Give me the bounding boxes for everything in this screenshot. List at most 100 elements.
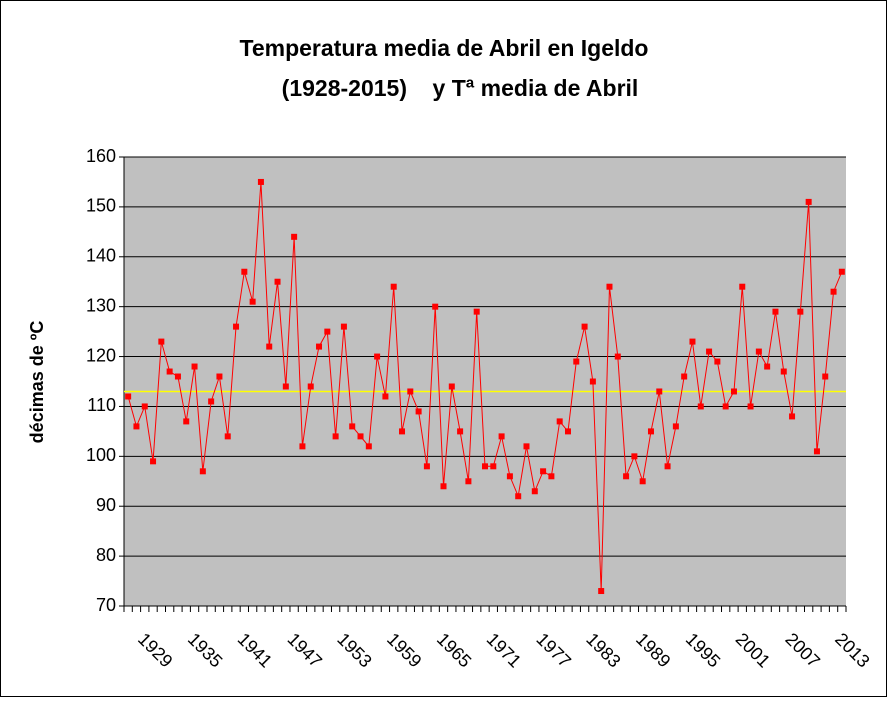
data-point <box>125 393 132 400</box>
data-point <box>365 443 372 450</box>
data-point <box>423 463 430 470</box>
data-point <box>747 403 754 410</box>
data-point <box>457 428 464 435</box>
data-point <box>482 463 488 470</box>
y-tick-label: 150 <box>86 196 116 216</box>
y-tick-label: 90 <box>96 495 116 515</box>
data-point <box>681 373 688 380</box>
data-point <box>764 363 771 370</box>
data-point <box>274 278 281 285</box>
data-point <box>706 348 713 355</box>
data-point <box>473 308 480 315</box>
data-point <box>390 283 397 290</box>
data-point <box>573 358 580 365</box>
data-point <box>623 473 630 480</box>
data-point <box>697 403 704 410</box>
y-tick-label: 120 <box>86 345 116 365</box>
data-point <box>465 478 472 485</box>
data-point <box>813 448 820 455</box>
chart-title: Temperatura media de Abril en Igeldo <box>240 35 649 61</box>
data-point <box>349 423 356 430</box>
data-point <box>722 403 729 410</box>
data-point <box>357 433 364 440</box>
data-point <box>797 308 804 315</box>
data-point <box>805 198 812 205</box>
data-point <box>664 463 671 470</box>
y-tick-label: 110 <box>87 395 116 415</box>
data-point <box>432 303 439 310</box>
data-point <box>838 268 845 275</box>
data-point <box>755 348 762 355</box>
data-point <box>316 343 323 350</box>
data-point <box>564 428 571 435</box>
data-point <box>739 283 746 290</box>
data-point <box>158 338 165 345</box>
data-point <box>299 443 306 450</box>
data-point <box>672 423 679 430</box>
y-tick-label: 160 <box>86 146 116 166</box>
data-point <box>199 468 206 475</box>
data-point <box>598 588 605 595</box>
data-point <box>614 353 621 360</box>
data-point <box>714 358 721 365</box>
data-point <box>266 343 273 350</box>
data-point <box>174 373 181 380</box>
data-point <box>515 493 522 500</box>
data-point <box>166 368 173 375</box>
data-point <box>257 178 264 185</box>
data-point <box>523 443 530 450</box>
data-point <box>822 373 829 380</box>
data-point <box>399 428 406 435</box>
data-point <box>374 353 381 360</box>
y-axis-label: décimas de ºC <box>27 321 47 444</box>
data-point <box>589 378 596 385</box>
data-point <box>556 418 563 425</box>
data-point <box>606 283 613 290</box>
y-tick-label: 80 <box>96 545 116 565</box>
data-point <box>581 323 588 330</box>
data-point <box>548 473 555 480</box>
data-point <box>772 308 779 315</box>
y-tick-label: 70 <box>96 595 116 615</box>
data-point <box>498 433 505 440</box>
data-point <box>631 453 638 460</box>
data-point <box>208 398 215 405</box>
data-point <box>689 338 696 345</box>
data-point <box>141 403 148 410</box>
data-point <box>647 428 654 435</box>
data-point <box>382 393 389 400</box>
data-point <box>440 483 447 490</box>
y-tick-label: 140 <box>86 246 116 266</box>
data-point <box>830 288 837 295</box>
data-point <box>789 413 796 420</box>
data-point <box>639 478 646 485</box>
data-point <box>407 388 414 395</box>
data-point <box>183 418 190 425</box>
data-point <box>249 298 256 305</box>
data-point <box>241 268 248 275</box>
data-point <box>233 323 240 330</box>
data-point <box>531 488 538 495</box>
data-point <box>133 423 140 430</box>
y-tick-label: 130 <box>86 295 116 315</box>
data-point <box>291 233 298 240</box>
data-point <box>216 373 223 380</box>
chart-subtitle: (1928-2015) y Tª media de Abril <box>282 75 639 101</box>
data-point <box>340 323 347 330</box>
data-point <box>332 433 339 440</box>
y-tick-label: 100 <box>86 445 116 465</box>
data-point <box>490 463 497 470</box>
data-point <box>191 363 198 370</box>
data-point <box>324 328 331 335</box>
data-point <box>506 473 513 480</box>
data-point <box>448 383 455 390</box>
data-point <box>224 433 231 440</box>
data-point <box>730 388 737 395</box>
data-point <box>780 368 787 375</box>
data-point <box>415 408 422 415</box>
data-point <box>307 383 314 390</box>
data-point <box>540 468 547 475</box>
data-point <box>150 458 157 465</box>
plot-area <box>124 157 846 606</box>
